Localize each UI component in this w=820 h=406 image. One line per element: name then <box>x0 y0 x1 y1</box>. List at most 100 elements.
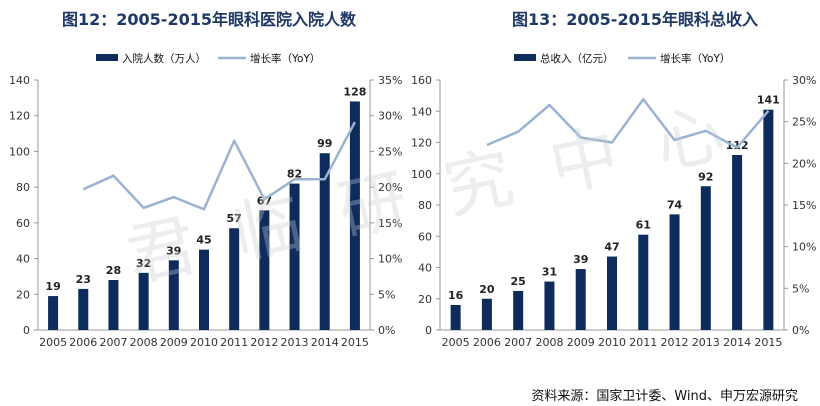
y-tick-label-right: 10% <box>792 241 816 254</box>
legend-line-label: 增长率（YoY） <box>250 52 320 65</box>
bar-value-label: 20 <box>479 283 495 296</box>
y-tick-label-right: 0% <box>378 324 395 337</box>
bar-value-label: 141 <box>757 94 780 107</box>
x-tick-label: 2015 <box>754 336 782 349</box>
chart-inpatients: 入院人数（万人） 增长率（YoY） 0 20 40 60 80 100 120 140 0% 5% 10… <box>9 52 402 349</box>
y-tick-label-right: 20% <box>378 181 402 194</box>
bar-value-label: 82 <box>287 168 302 181</box>
legend-bar-label: 入院人数（万人） <box>122 52 206 65</box>
bar-value-label: 74 <box>667 198 683 211</box>
y-tick-label-right: 20% <box>792 157 816 170</box>
y-tick-label-right: 25% <box>792 116 816 129</box>
bar <box>669 214 680 330</box>
bar-value-label: 28 <box>106 264 121 277</box>
legend-line-label: 增长率（YoY） <box>660 52 730 65</box>
x-tick-label: 2012 <box>250 336 278 349</box>
bar-value-label: 39 <box>166 244 181 257</box>
y-tick-label-left: 60 <box>16 217 30 230</box>
y-tick-label-left: 100 <box>411 168 432 181</box>
x-tick-label: 2011 <box>220 336 248 349</box>
x-tick-label: 2013 <box>692 336 720 349</box>
x-tick-label: 2014 <box>723 336 751 349</box>
y-tick-label-right: 5% <box>378 288 395 301</box>
bar-value-label: 32 <box>136 257 151 270</box>
chart-title-revenue: 图13：2005-2015年眼科总收入 <box>512 10 758 29</box>
bar <box>638 234 649 330</box>
bar <box>138 272 149 330</box>
bar <box>732 155 743 330</box>
y-tick-label-right: 30% <box>378 110 402 123</box>
y-tick-label-left: 20 <box>16 288 30 301</box>
y-tick-label-left: 60 <box>418 230 432 243</box>
y-tick-label-right: 0% <box>792 324 809 337</box>
y-tick-label-right: 35% <box>378 74 402 87</box>
bar <box>289 183 300 330</box>
y-tick-label-right: 30% <box>792 74 816 87</box>
x-tick-label: 2007 <box>504 336 532 349</box>
bar-value-label: 61 <box>636 219 651 232</box>
legend-bar-swatch <box>96 54 118 61</box>
bar <box>108 280 119 330</box>
y-tick-label-left: 120 <box>411 137 432 150</box>
y-tick-label-left: 40 <box>16 253 30 266</box>
x-tick-label: 2015 <box>341 336 369 349</box>
x-tick-label: 2009 <box>567 336 595 349</box>
bar <box>48 296 59 330</box>
legend: 总收入（亿元） 增长率（YoY） <box>514 52 730 65</box>
bar-value-label: 92 <box>698 170 713 183</box>
x-tick-label: 2009 <box>160 336 188 349</box>
y-tick-label-left: 80 <box>418 199 432 212</box>
y-tick-label-left: 80 <box>16 181 30 194</box>
bar-value-label: 19 <box>45 280 60 293</box>
bar <box>168 260 179 330</box>
y-tick-label-left: 0 <box>425 324 432 337</box>
bar <box>78 288 89 330</box>
y-tick-label-right: 25% <box>378 145 402 158</box>
growth-line <box>486 97 770 149</box>
legend-bar-swatch <box>514 54 536 61</box>
bar-value-label: 39 <box>573 253 588 266</box>
y-tick-label-left: 140 <box>411 105 432 118</box>
source-note: 资料来源：国家卫计委、Wind、申万宏源研究 <box>531 389 798 404</box>
x-tick-label: 2007 <box>99 336 127 349</box>
growth-line <box>82 121 357 211</box>
x-tick-label: 2008 <box>130 336 158 349</box>
y-tick-label-left: 160 <box>411 74 432 87</box>
bar <box>700 186 711 330</box>
x-tick-label: 2011 <box>629 336 657 349</box>
bar <box>319 153 330 330</box>
bar <box>544 281 555 330</box>
x-tick-label: 2013 <box>281 336 309 349</box>
y-tick-label-right: 10% <box>378 253 402 266</box>
x-tick-label: 2014 <box>311 336 339 349</box>
x-tick-label: 2008 <box>535 336 563 349</box>
y-tick-label-left: 40 <box>418 262 432 275</box>
y-tick-label-left: 100 <box>9 145 30 158</box>
chart-title-inpatients: 图12：2005-2015年眼科医院入院人数 <box>62 10 356 29</box>
x-tick-label: 2012 <box>661 336 689 349</box>
y-tick-label-left: 120 <box>9 110 30 123</box>
x-tick-label: 2006 <box>69 336 97 349</box>
bar-value-label: 16 <box>448 289 464 302</box>
bar-value-label: 23 <box>76 273 91 286</box>
chart-revenue: 总收入（亿元） 增长率（YoY） 0 20 40 60 80 100 120 140 160 0% 5%… <box>411 52 816 349</box>
y-tick-label-right: 5% <box>792 282 809 295</box>
bar <box>481 298 492 330</box>
y-tick-label-right: 15% <box>792 199 816 212</box>
bar <box>259 210 270 330</box>
bar-value-label: 25 <box>511 275 526 288</box>
x-tick-label: 2010 <box>598 336 626 349</box>
bar-value-label: 128 <box>343 85 366 98</box>
bar-value-label: 31 <box>542 266 557 279</box>
bar-value-label: 99 <box>317 137 332 150</box>
y-tick-label-right: 15% <box>378 217 402 230</box>
bar <box>575 269 586 330</box>
legend-bar-label: 总收入（亿元） <box>540 52 614 65</box>
bar-value-label: 112 <box>726 139 749 152</box>
bar-value-label: 57 <box>227 212 242 225</box>
bar <box>229 228 240 330</box>
bar-value-label: 45 <box>196 234 211 247</box>
y-tick-label-left: 140 <box>9 74 30 87</box>
bar <box>607 256 617 330</box>
y-tick-label-left: 0 <box>23 324 30 337</box>
